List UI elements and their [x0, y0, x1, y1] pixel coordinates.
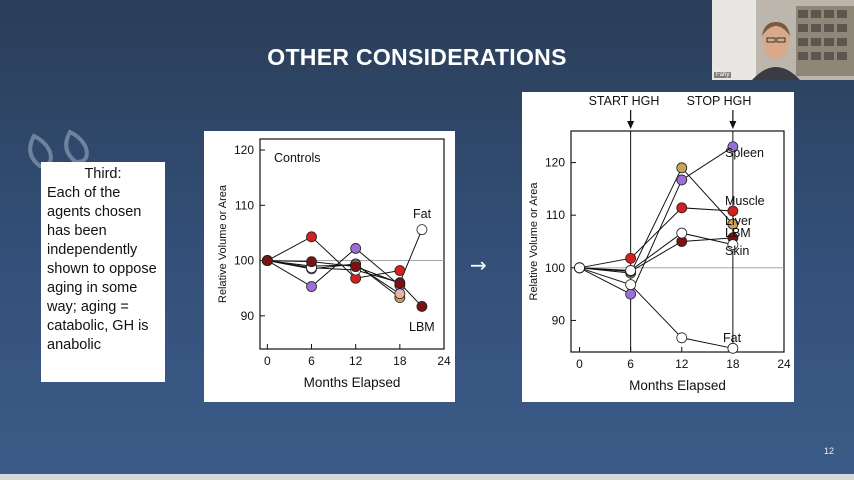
plot-frame: [259, 138, 445, 350]
down-arrow-head: [627, 121, 635, 129]
data-point: [625, 265, 637, 276]
data-point: [676, 332, 688, 344]
annotation-label: Liver: [725, 214, 752, 228]
data-point: [727, 218, 739, 230]
y-axis-label: Relative Volume or Area: [528, 182, 540, 301]
annotation-label: Fat: [723, 331, 742, 345]
data-point: [676, 174, 688, 186]
data-point: [574, 262, 585, 274]
data-point: [727, 239, 739, 251]
y-tick-label: 100: [545, 261, 565, 275]
data-point: [306, 256, 317, 268]
series-line: [579, 166, 734, 274]
annotation-label: LBM: [409, 320, 435, 334]
data-point: [676, 162, 688, 174]
y-tick-label: 100: [234, 254, 254, 268]
y-tick-label: 120: [545, 156, 565, 170]
y-tick-label: 110: [235, 198, 254, 212]
data-point: [416, 224, 428, 236]
x-tick-label: 6: [627, 357, 634, 371]
data-point: [625, 288, 637, 300]
hgh-chart-svg: 0 6 12 18 24 90 100 110 120 Months Elapsed Relativ…: [528, 94, 791, 393]
data-point: [625, 252, 637, 264]
annotation-label: Muscle: [725, 194, 765, 208]
webcam-shelves-image: [712, 0, 854, 80]
annotation-label: LBM: [725, 226, 751, 240]
text-box: Third: Each of the agents chosen has bee…: [41, 162, 165, 382]
page-number: 12: [823, 446, 834, 456]
x-tick-label: 24: [437, 354, 451, 368]
x-tick-label: 12: [349, 354, 363, 368]
x-tick-label: 24: [777, 357, 791, 371]
annotation-label: STOP HGH: [687, 94, 752, 108]
text-box-body: Each of the agents chosen has been indep…: [47, 185, 157, 353]
x-tick-label: 12: [675, 357, 689, 371]
y-tick-label: 110: [546, 208, 565, 222]
x-tick-label: 18: [726, 357, 740, 371]
slide-title: OTHER CONSIDERATIONS: [267, 44, 567, 70]
controls-chart: 0 6 12 18 24 90 100 110 120 Months Elapsed Relativ…: [204, 131, 455, 402]
series-line: [267, 247, 401, 288]
bottom-bar: [0, 474, 854, 480]
down-arrow-head: [729, 121, 737, 129]
data-point: [727, 342, 739, 354]
x-tick-label: 0: [576, 357, 583, 371]
data-point: [676, 227, 688, 239]
x-axis-label: Months Elapsed: [629, 378, 726, 393]
series-line: [267, 260, 401, 299]
y-tick-label: 120: [234, 143, 254, 157]
annotation-label: START HGH: [589, 94, 660, 108]
annotation-label: Fat: [413, 207, 432, 221]
x-tick-label: 18: [393, 354, 407, 368]
data-point: [350, 243, 362, 254]
text-box-heading: Third:: [84, 166, 122, 182]
annotation-label: Skin: [725, 244, 749, 258]
series-line: [267, 260, 401, 295]
data-point: [416, 301, 428, 312]
data-point: [394, 277, 406, 289]
webcam-label: Fahy: [714, 72, 732, 78]
series-line: [579, 232, 733, 271]
x-tick-label: 6: [308, 354, 315, 368]
y-tick-label: 90: [552, 313, 566, 327]
right-arrow-icon: →: [470, 253, 487, 277]
data-point: [394, 265, 406, 276]
x-tick-label: 0: [264, 354, 271, 368]
hgh-chart: 0 6 12 18 24 90 100 110 120 Months Elapsed Relativ…: [522, 92, 794, 402]
y-tick-label: 90: [241, 309, 255, 323]
series-line: [579, 267, 733, 349]
data-point: [727, 141, 739, 153]
x-axis-label: Months Elapsed: [304, 375, 401, 390]
data-point: [350, 261, 362, 273]
series-line: [579, 207, 733, 269]
webcam-video: Fahy: [712, 0, 854, 80]
data-point: [261, 255, 273, 266]
data-point: [625, 279, 637, 291]
plot-frame: [570, 130, 785, 353]
data-point: [727, 205, 739, 217]
y-axis-label: Relative Volume or Area: [217, 184, 229, 303]
controls-chart-svg: 0 6 12 18 24 90 100 110 120 Months Elapsed Relativ…: [217, 138, 451, 390]
data-point: [394, 288, 406, 300]
series-line: [579, 146, 734, 295]
series-line: [267, 236, 400, 279]
annotation-label: Spleen: [725, 146, 764, 160]
data-point: [306, 281, 317, 292]
series-line: [579, 237, 733, 273]
data-point: [306, 231, 317, 243]
data-point: [676, 202, 688, 214]
annotation-label: Controls: [274, 151, 321, 165]
